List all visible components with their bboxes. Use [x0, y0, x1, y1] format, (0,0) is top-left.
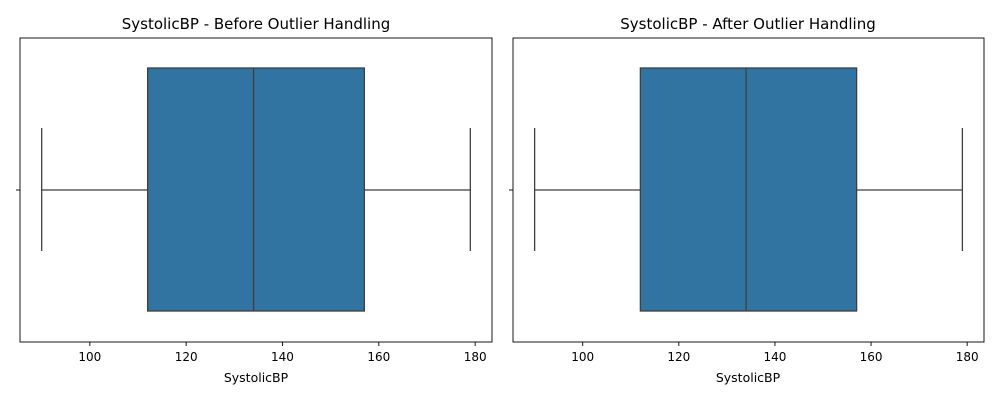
x-axis-label-after: SystolicBP — [716, 370, 781, 385]
x-tick-label: 180 — [956, 350, 979, 364]
plot-area-before: 100 120 140 160 180 — [16, 37, 493, 364]
x-tick-label: 100 — [571, 350, 594, 364]
x-tick-label: 140 — [763, 350, 786, 364]
x-axis-label-before: SystolicBP — [224, 370, 289, 385]
chart-panel-before: SystolicBP - Before Outlier Handling Sys… — [16, 15, 493, 385]
plot-area-after: 100 120 140 160 180 — [509, 37, 985, 364]
x-tick-label: 100 — [78, 350, 101, 364]
x-tick-label: 140 — [271, 350, 294, 364]
chart-title-after: SystolicBP - After Outlier Handling — [620, 15, 875, 33]
box-iqr — [146, 67, 366, 312]
x-tick-label: 120 — [175, 350, 198, 364]
x-tick-label: 160 — [860, 350, 883, 364]
chart-panel-after: SystolicBP - After Outlier Handling Syst… — [509, 15, 985, 385]
box-iqr — [639, 67, 858, 312]
x-tick-label: 160 — [367, 350, 390, 364]
chart-title-before: SystolicBP - Before Outlier Handling — [122, 15, 391, 33]
x-tick-label: 180 — [464, 350, 487, 364]
x-tick-label: 120 — [667, 350, 690, 364]
